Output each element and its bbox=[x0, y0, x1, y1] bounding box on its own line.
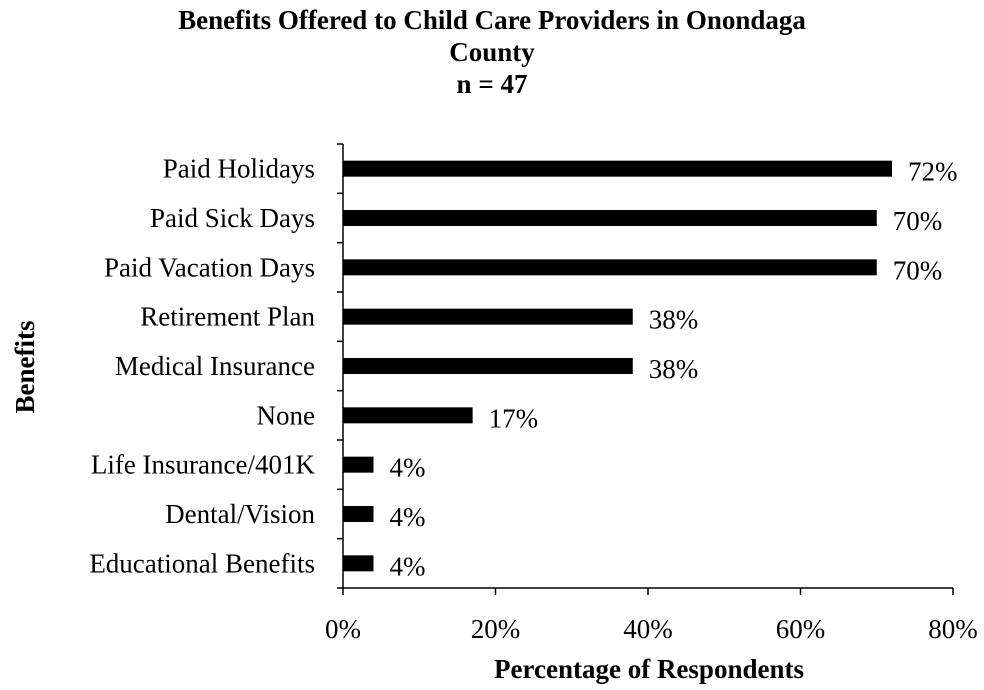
bar-5 bbox=[343, 407, 473, 424]
labels-layer: Paid Holidays 72% Paid Sick Days 70% Paid Va… bbox=[89, 154, 977, 644]
x-tick-label-0: 0% bbox=[325, 614, 361, 644]
data-label-1: 70% bbox=[893, 206, 943, 236]
category-label-8: Educational Benefits bbox=[89, 548, 315, 578]
data-label-4: 38% bbox=[649, 354, 699, 384]
bar-4 bbox=[343, 358, 633, 374]
data-label-0: 72% bbox=[908, 157, 958, 187]
data-label-5: 17% bbox=[489, 403, 539, 433]
category-label-5: None bbox=[257, 400, 315, 430]
data-label-8: 4% bbox=[390, 551, 426, 581]
category-label-3: Retirement Plan bbox=[140, 302, 315, 332]
x-tick-label-3: 60% bbox=[776, 614, 826, 644]
bar-1 bbox=[343, 210, 877, 226]
data-label-3: 38% bbox=[649, 305, 699, 335]
data-label-2: 70% bbox=[893, 255, 943, 285]
category-label-6: Life Insurance/401K bbox=[91, 450, 316, 480]
x-tick-label-2: 40% bbox=[623, 614, 673, 644]
bar-6 bbox=[343, 456, 374, 473]
bar-3 bbox=[343, 308, 633, 325]
x-tick-label-4: 80% bbox=[928, 614, 978, 644]
bar-0 bbox=[343, 160, 892, 177]
chart-title-line-1: Benefits Offered to Child Care Providers… bbox=[178, 5, 806, 35]
data-label-6: 4% bbox=[390, 453, 426, 483]
category-label-0: Paid Holidays bbox=[163, 154, 315, 184]
chart-title-line-3: n = 47 bbox=[456, 69, 528, 99]
bar-7 bbox=[343, 506, 374, 522]
category-label-4: Medical Insurance bbox=[115, 351, 315, 381]
x-axis-title: Percentage of Respondents bbox=[494, 654, 804, 684]
bar-2 bbox=[343, 259, 877, 276]
bars-layer bbox=[343, 160, 892, 572]
category-label-1: Paid Sick Days bbox=[150, 203, 315, 233]
category-label-7: Dental/Vision bbox=[165, 499, 315, 529]
data-label-7: 4% bbox=[390, 502, 426, 532]
category-label-2: Paid Vacation Days bbox=[104, 252, 315, 282]
axes-layer bbox=[337, 143, 954, 595]
y-axis-title: Benefits bbox=[10, 321, 40, 414]
x-tick-label-1: 20% bbox=[471, 614, 521, 644]
chart-title-line-2: County bbox=[449, 37, 535, 67]
bar-8 bbox=[343, 555, 374, 572]
chart-title: Benefits Offered to Child Care Providers… bbox=[0, 4, 984, 100]
